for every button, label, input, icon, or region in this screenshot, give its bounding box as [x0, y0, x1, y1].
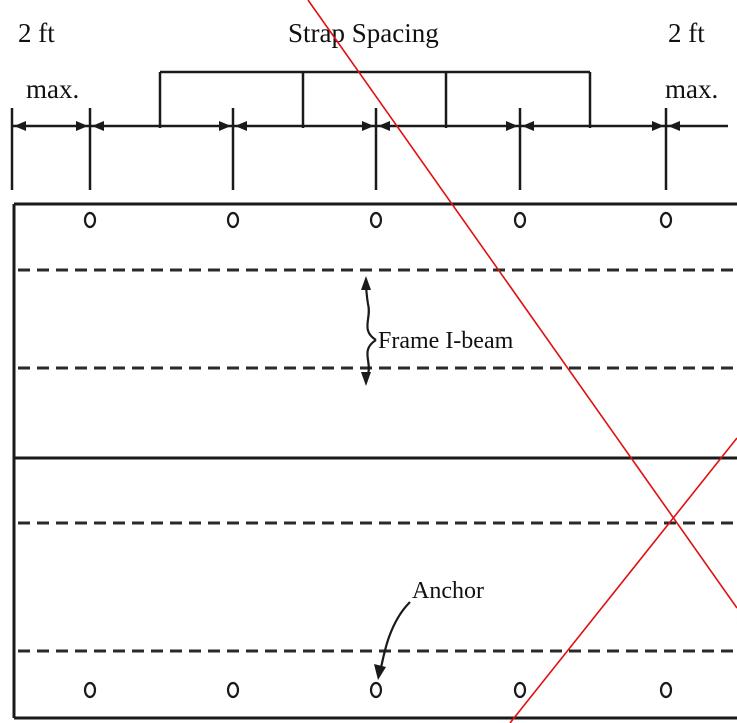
red-cross-out-marks	[307, 0, 737, 723]
callout-arrowhead-lower	[361, 372, 371, 386]
anchor-circle	[226, 681, 240, 699]
anchor-circle	[226, 211, 240, 229]
anchor-label: Anchor	[412, 578, 484, 604]
arrowhead	[652, 121, 664, 131]
arrowhead	[378, 121, 390, 131]
arrowhead	[219, 121, 231, 131]
cross-out-line-2	[509, 437, 737, 723]
arrowhead	[362, 121, 374, 131]
anchor-circle	[369, 681, 383, 699]
anchor-leader-arrowhead	[374, 664, 386, 680]
anchor-circle	[83, 681, 97, 699]
anchor-callout: Anchor	[374, 578, 484, 680]
anchor-circle	[659, 211, 673, 229]
anchor-circle	[83, 211, 97, 229]
arrowhead	[235, 121, 247, 131]
arrowhead	[668, 121, 680, 131]
anchor-circle	[659, 681, 673, 699]
anchor-circle	[369, 211, 383, 229]
right-dimension-value-label: 2 ft	[668, 18, 705, 48]
right-dimension-max-label: max.	[665, 74, 718, 104]
anchor-row-bottom	[83, 681, 673, 699]
arrowhead	[522, 121, 534, 131]
arrowhead	[92, 121, 104, 131]
home-outline	[12, 202, 737, 720]
arrowhead	[76, 121, 88, 131]
strap-spacing-label: Strap Spacing	[288, 18, 439, 48]
anchor-circle	[513, 211, 527, 229]
dimension-arrowheads	[14, 121, 680, 131]
anchor-leader-line	[378, 601, 411, 673]
dimension-line	[10, 108, 728, 190]
frame-ibeam-callout: Frame I-beam	[361, 276, 514, 386]
callout-arrowhead-upper	[361, 276, 371, 290]
strap-spacing-bracket	[158, 70, 592, 128]
arrowhead	[506, 121, 518, 131]
arrowhead	[14, 121, 26, 131]
anchor-row-top	[83, 211, 673, 229]
anchor-circle	[513, 681, 527, 699]
frame-ibeam-lines	[18, 268, 737, 653]
left-dimension-value-label: 2 ft	[18, 18, 55, 48]
cross-out-line-1	[307, 0, 737, 609]
frame-ibeam-label: Frame I-beam	[378, 328, 514, 354]
left-dimension-max-label: max.	[26, 74, 79, 104]
